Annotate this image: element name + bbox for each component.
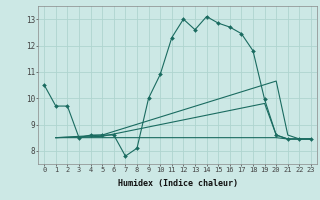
X-axis label: Humidex (Indice chaleur): Humidex (Indice chaleur) <box>118 179 238 188</box>
